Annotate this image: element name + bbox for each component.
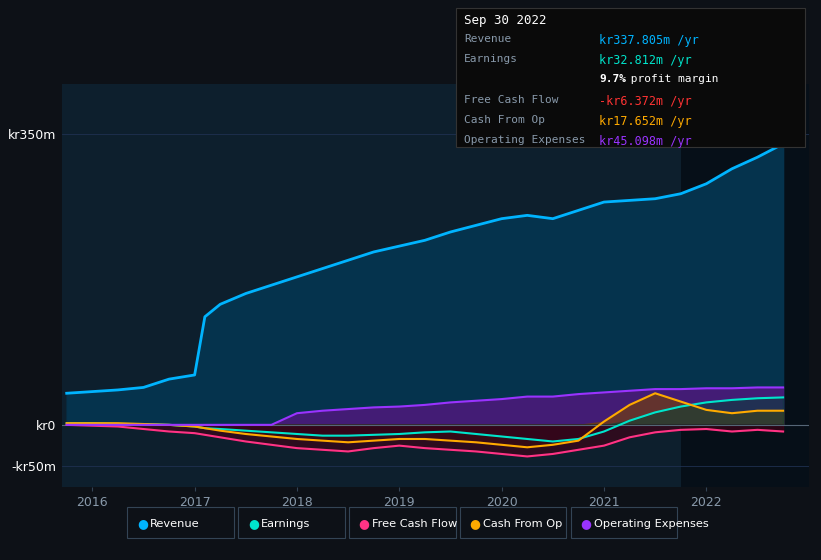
Text: 9.7%: 9.7% (599, 74, 626, 85)
Text: Cash From Op: Cash From Op (464, 115, 545, 125)
Text: Free Cash Flow: Free Cash Flow (464, 95, 558, 105)
Text: ●: ● (137, 517, 148, 530)
Text: ●: ● (470, 517, 480, 530)
Text: Operating Expenses: Operating Expenses (594, 519, 709, 529)
Text: Sep 30 2022: Sep 30 2022 (464, 14, 546, 27)
Text: Cash From Op: Cash From Op (483, 519, 562, 529)
Text: Operating Expenses: Operating Expenses (464, 135, 585, 145)
Text: Earnings: Earnings (464, 54, 518, 64)
Text: Revenue: Revenue (464, 34, 511, 44)
Text: kr45.098m /yr: kr45.098m /yr (599, 135, 692, 148)
Text: Revenue: Revenue (150, 519, 200, 529)
Text: ●: ● (248, 517, 259, 530)
Text: kr337.805m /yr: kr337.805m /yr (599, 34, 699, 47)
Text: kr32.812m /yr: kr32.812m /yr (599, 54, 692, 67)
Text: Earnings: Earnings (261, 519, 310, 529)
Text: profit margin: profit margin (624, 74, 718, 85)
Bar (681, 84, 809, 487)
Text: kr17.652m /yr: kr17.652m /yr (599, 115, 692, 128)
Text: ●: ● (580, 517, 591, 530)
Text: -kr6.372m /yr: -kr6.372m /yr (599, 95, 692, 108)
Text: Free Cash Flow: Free Cash Flow (372, 519, 457, 529)
Text: ●: ● (359, 517, 369, 530)
